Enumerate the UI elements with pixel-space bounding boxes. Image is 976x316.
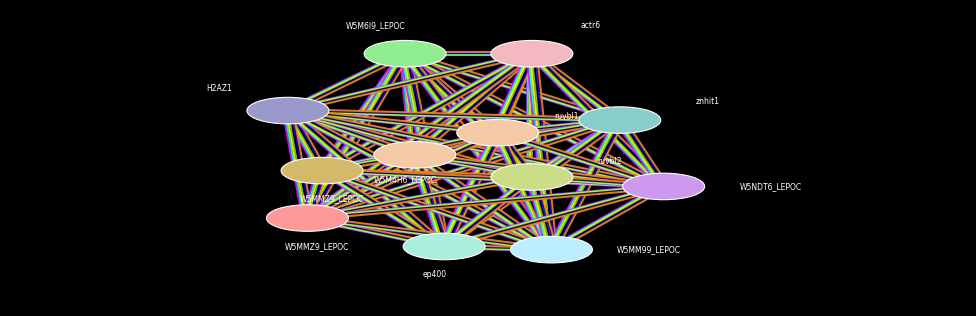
Circle shape xyxy=(247,97,329,124)
Text: W5M4H6_LEPOC: W5M4H6_LEPOC xyxy=(374,176,436,185)
Circle shape xyxy=(491,164,573,190)
Text: W5MMZ9_LEPOC: W5MMZ9_LEPOC xyxy=(300,195,364,204)
Circle shape xyxy=(491,40,573,67)
Text: W5MMZ9_LEPOC: W5MMZ9_LEPOC xyxy=(285,242,349,251)
Text: ruvbl1: ruvbl1 xyxy=(553,112,579,121)
Text: W5M6I9_LEPOC: W5M6I9_LEPOC xyxy=(346,21,406,30)
Circle shape xyxy=(623,173,705,200)
Text: W5NDT6_LEPOC: W5NDT6_LEPOC xyxy=(740,182,802,191)
Circle shape xyxy=(374,142,456,168)
Text: actr6: actr6 xyxy=(581,21,600,30)
Text: ruvbl2: ruvbl2 xyxy=(597,157,623,166)
Text: ep400: ep400 xyxy=(423,270,446,279)
Text: znhit1: znhit1 xyxy=(696,97,719,106)
Circle shape xyxy=(281,157,363,184)
Text: W5MM99_LEPOC: W5MM99_LEPOC xyxy=(617,245,681,254)
Circle shape xyxy=(403,233,485,260)
Circle shape xyxy=(457,119,539,146)
Circle shape xyxy=(266,205,348,231)
Circle shape xyxy=(364,40,446,67)
Text: H2AZ1: H2AZ1 xyxy=(207,84,232,93)
Circle shape xyxy=(579,107,661,133)
Circle shape xyxy=(510,236,592,263)
